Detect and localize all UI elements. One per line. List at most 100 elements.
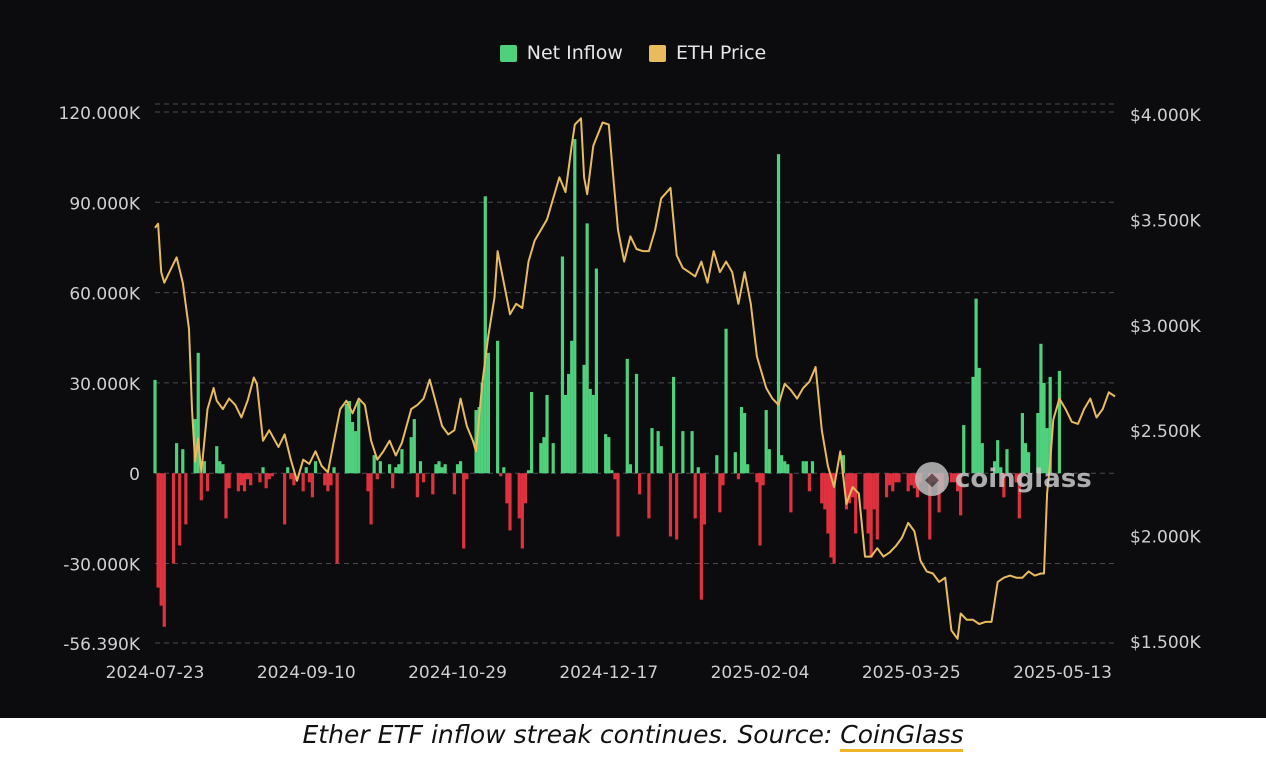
net-inflow-bar (786, 464, 790, 474)
net-inflow-bar (452, 473, 457, 495)
net-inflow-bar (242, 473, 247, 492)
net-inflow-bar (196, 352, 200, 474)
net-inflow-bar (721, 473, 725, 486)
x-tick-label: 2025-03-25 (862, 663, 961, 683)
net-inflow-bar (551, 443, 555, 474)
x-tick-label: 2025-05-13 (1013, 663, 1112, 683)
net-inflow-bar (1005, 449, 1009, 474)
net-inflow-bar (335, 473, 339, 564)
net-inflow-bar (980, 443, 984, 474)
x-tick-label: 2024-07-23 (106, 663, 205, 683)
net-inflow-bar (832, 473, 836, 564)
net-inflow-bar (724, 328, 728, 474)
left-tick-label: -30.000K (63, 556, 141, 576)
net-inflow-bar (573, 139, 577, 474)
net-inflow-bar (906, 473, 910, 492)
net-inflow-bar (227, 473, 231, 489)
net-inflow-bar (218, 461, 222, 474)
net-inflow-bar (415, 473, 419, 498)
net-inflow-bar (996, 440, 1000, 474)
chart-legend: Net Inflow ETH Price (0, 42, 1266, 64)
x-tick-label: 2024-10-29 (408, 663, 507, 683)
chart-panel: Net Inflow ETH Price 120.000K 90.000K 60.0… (0, 0, 1266, 718)
net-inflow-bar (647, 473, 651, 519)
source-link[interactable]: CoinGlass (840, 720, 964, 752)
net-inflow-bar (696, 467, 700, 474)
eth-price-swatch (648, 44, 666, 62)
left-tick-label: 0 (129, 465, 140, 485)
watermark-text: coinglass (955, 464, 1092, 494)
right-tick-label: $3.000K (1130, 317, 1201, 337)
net-inflow-bar (313, 461, 318, 474)
net-inflow-bar (789, 473, 793, 513)
net-inflow-bar (409, 437, 413, 474)
net-inflow-bar (369, 473, 373, 525)
net-inflow-bar (517, 473, 521, 519)
legend-item-eth-price[interactable]: ETH Price (648, 42, 767, 64)
net-inflow-bar (236, 473, 240, 492)
net-inflow-bar (354, 431, 358, 474)
legend-label-eth-price: ETH Price (675, 42, 767, 64)
net-inflow-bar (387, 464, 392, 474)
net-inflow-bar (949, 473, 953, 483)
net-inflow-bar (891, 473, 895, 492)
net-inflow-bar (171, 473, 176, 564)
net-inflow-bar (610, 470, 614, 474)
net-inflow-bar (758, 473, 762, 546)
net-inflow-bar (607, 437, 611, 474)
net-inflow-bar (162, 473, 166, 627)
net-inflow-bar (1048, 376, 1052, 474)
net-inflow-bar (928, 473, 932, 540)
net-inflow-bar (215, 446, 219, 474)
net-inflow-bar (767, 449, 771, 474)
net-inflow-bar (616, 473, 620, 537)
net-inflow-bar (178, 473, 182, 546)
net-inflow-bar (153, 379, 157, 474)
right-tick-label: $3.500K (1130, 211, 1201, 231)
net-inflow-bar (267, 473, 271, 480)
net-inflow-bar (801, 461, 805, 474)
net-inflow-bar (397, 464, 401, 474)
net-inflow-bar (884, 473, 889, 498)
net-inflow-bar (761, 473, 765, 486)
net-inflow-bar (329, 473, 333, 486)
net-inflow-bar (502, 467, 506, 474)
net-inflow-bar (499, 473, 503, 477)
net-inflow-bar (1014, 473, 1018, 483)
net-inflow-bar (628, 464, 632, 474)
net-inflow-bar (184, 473, 188, 525)
net-inflow-bar (668, 473, 673, 537)
net-inflow-bar (437, 461, 441, 474)
net-inflow-bar (156, 473, 160, 588)
net-inflow-bar (671, 376, 676, 474)
net-inflow-bar (736, 473, 741, 480)
net-inflow-bar (594, 268, 599, 474)
net-inflow-bar (847, 473, 852, 504)
net-inflow-bar (912, 473, 916, 489)
net-inflow-bar (659, 446, 663, 474)
net-inflow-bar (443, 464, 447, 474)
net-inflow-bar (638, 473, 642, 495)
net-inflow-bar (625, 358, 629, 474)
net-inflow-bar (199, 473, 203, 501)
net-inflow-bar (239, 473, 244, 486)
net-inflow-bar (270, 473, 274, 477)
net-inflow-bar (1020, 413, 1024, 474)
caption-text: Ether ETF inflow streak continues. Sourc… (302, 720, 841, 749)
x-tick-label: 2024-09-10 (257, 663, 356, 683)
net-inflow-bar (477, 407, 481, 474)
net-inflow-bar (221, 464, 225, 474)
legend-item-net-inflow[interactable]: Net Inflow (499, 42, 623, 64)
legend-label-net-inflow: Net Inflow (526, 42, 623, 64)
net-inflow-bar (372, 455, 376, 474)
net-inflow-bar (872, 473, 876, 510)
net-inflow-bar (854, 473, 858, 534)
net-inflow-bar (739, 407, 744, 474)
net-inflow-bar (718, 473, 722, 513)
net-inflow-bar (560, 256, 565, 474)
grid-lines (155, 103, 1115, 644)
net-inflow-bar (347, 400, 352, 474)
x-axis-ticks: 2024-07-23 2024-09-10 2024-10-29 2024-12-17… (106, 663, 1112, 683)
net-inflow-bar (332, 467, 336, 474)
net-inflow-bar (292, 473, 296, 486)
